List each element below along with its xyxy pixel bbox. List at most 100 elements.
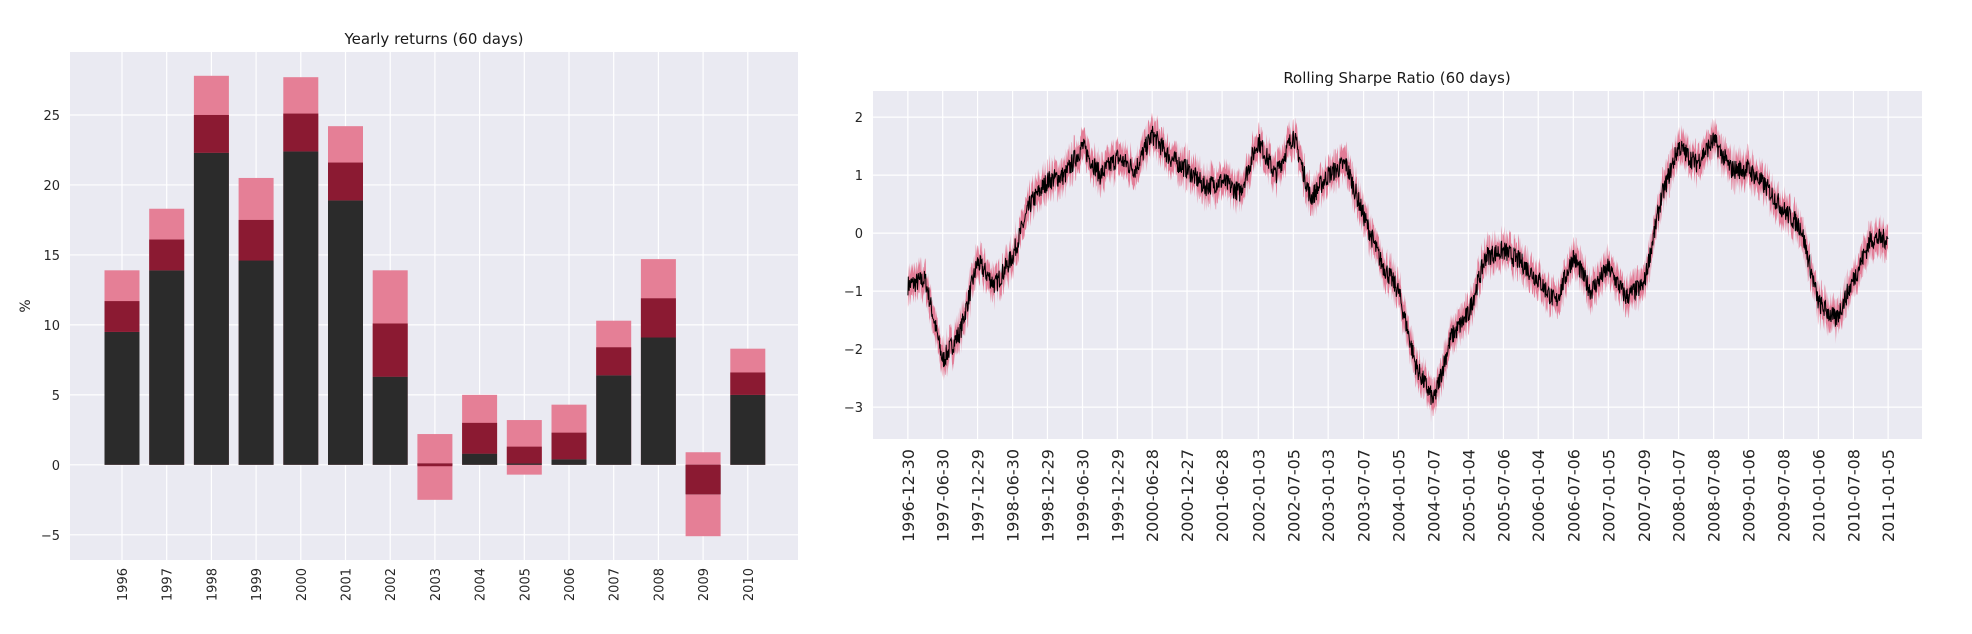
bar-inner-band-2002 — [372, 323, 408, 377]
x-tick-label: 1998-06-30 — [1004, 449, 1023, 542]
bar-inner-band-2008 — [640, 298, 676, 338]
bar-inner-band-1996 — [104, 301, 140, 332]
bar-inner-band-2009 — [685, 464, 721, 495]
sharpe-confidence-band — [907, 112, 1889, 423]
y-tick-label: −3 — [844, 401, 863, 416]
x-tick-label: 2003 — [429, 568, 444, 601]
y-tick-label: −2 — [844, 343, 863, 358]
bar-inner-band-2006 — [551, 432, 587, 460]
x-tick-label: 1997-12-29 — [969, 449, 988, 542]
sharpe-ratio-line — [907, 125, 1889, 405]
bar-median-1998 — [193, 152, 229, 465]
yearly-returns-x-tick-labels: 1996 1997 1998 1999 2000 2001 2002 2003 2004 2005… — [116, 568, 757, 601]
x-tick-label: 2006 — [563, 568, 578, 601]
x-tick-label: 1996 — [116, 568, 131, 601]
x-tick-label: 2003-01-03 — [1319, 449, 1338, 542]
x-tick-label: 2002 — [384, 568, 399, 601]
x-tick-label: 2001-06-28 — [1213, 449, 1232, 542]
yearly-returns-y-axis-label: % — [18, 299, 34, 312]
bar-inner-band-1997 — [149, 239, 185, 271]
x-tick-label: 2002-01-03 — [1249, 449, 1268, 542]
x-tick-label: 2010 — [742, 568, 757, 601]
bar-inner-band-2000 — [283, 113, 319, 152]
bar-inner-band-1999 — [238, 219, 274, 261]
x-tick-label: 2000-12-27 — [1178, 449, 1197, 542]
x-tick-label: 2002-07-05 — [1284, 449, 1303, 542]
y-tick-label: 2 — [855, 111, 863, 126]
bar-median-1996 — [104, 331, 140, 465]
y-tick-label: 0 — [52, 459, 60, 474]
bar-median-2007 — [596, 375, 632, 465]
x-tick-label: 2004-01-05 — [1389, 449, 1408, 542]
x-tick-label: 2010-01-06 — [1809, 449, 1828, 542]
rolling-sharpe-plot-area — [873, 91, 1922, 439]
yearly-returns-chart: −5 0 5 10 15 20 25 1996 1997 1998 1999 2000 2001 200… — [18, 30, 798, 601]
x-tick-label: 2003-07-07 — [1355, 449, 1374, 542]
bar-median-2010 — [730, 394, 766, 465]
y-tick-label: 1 — [855, 169, 863, 184]
bar-median-2008 — [640, 337, 676, 465]
bar-median-2000 — [283, 151, 319, 465]
rolling-sharpe-y-tick-labels: −3 −2 −1 0 1 2 — [844, 111, 863, 416]
y-tick-label: 0 — [855, 227, 863, 242]
bar-median-2001 — [328, 200, 363, 465]
x-tick-label: 2008 — [652, 568, 667, 601]
bar-inner-band-2004 — [462, 422, 498, 454]
x-tick-label: 2009 — [697, 568, 712, 601]
x-tick-label: 2009-01-06 — [1740, 449, 1759, 542]
x-tick-label: 2007 — [608, 568, 623, 601]
bar-inner-band-2007 — [596, 347, 632, 376]
x-tick-label: 2001 — [340, 568, 355, 601]
x-tick-label: 2006-07-06 — [1564, 449, 1583, 542]
x-tick-label: 1997 — [161, 568, 176, 601]
x-tick-label: 1998 — [205, 568, 220, 601]
y-tick-label: 20 — [43, 179, 60, 194]
bar-inner-band-2001 — [328, 162, 363, 201]
x-tick-label: 2010-07-08 — [1844, 449, 1863, 542]
x-tick-label: 2005-01-04 — [1459, 449, 1478, 542]
bar-median-2006 — [551, 459, 587, 465]
bar-median-2002 — [372, 376, 408, 465]
x-tick-label: 2007-01-05 — [1599, 449, 1618, 542]
x-tick-label: 2004 — [474, 568, 489, 601]
yearly-returns-title: Yearly returns (60 days) — [344, 30, 524, 48]
rolling-sharpe-x-tick-labels: 1996-12-30 1997-06-30 1997-12-29 1998-06-30… — [899, 449, 1898, 542]
bar-median-2005 — [506, 463, 542, 465]
rolling-sharpe-chart: −3 −2 −1 0 1 2 1996-12-30 1997-06-30 1997-12-29… — [844, 69, 1922, 542]
bar-median-1997 — [149, 270, 185, 465]
bar-inner-band-1998 — [193, 114, 229, 153]
rolling-sharpe-series — [907, 112, 1889, 423]
yearly-returns-bars — [104, 75, 766, 537]
y-tick-label: 15 — [43, 249, 60, 264]
x-tick-label: 2009-07-08 — [1775, 449, 1794, 542]
x-tick-label: 1997-06-30 — [934, 449, 953, 542]
y-tick-label: 10 — [43, 319, 60, 334]
x-tick-label: 2011-01-05 — [1879, 449, 1898, 542]
y-tick-label: 5 — [52, 389, 60, 404]
x-tick-label: 2008-07-08 — [1705, 449, 1724, 542]
x-tick-label: 1999-12-29 — [1108, 449, 1127, 542]
y-tick-label: −5 — [41, 529, 60, 544]
bar-median-2004 — [462, 453, 498, 465]
x-tick-label: 2005 — [518, 568, 533, 601]
x-tick-label: 2008-01-07 — [1670, 449, 1689, 542]
x-tick-label: 1996-12-30 — [899, 449, 918, 542]
bar-inner-band-2003 — [417, 463, 453, 467]
rolling-sharpe-title: Rolling Sharpe Ratio (60 days) — [1283, 69, 1510, 87]
bar-median-1999 — [238, 260, 274, 465]
x-tick-label: 1998-12-29 — [1038, 449, 1057, 542]
x-tick-label: 2007-07-09 — [1635, 449, 1654, 542]
x-tick-label: 1999 — [250, 568, 265, 601]
bar-inner-band-2010 — [730, 372, 766, 395]
y-tick-label: 25 — [43, 109, 60, 124]
x-tick-label: 2000-06-28 — [1143, 449, 1162, 542]
x-tick-label: 2006-01-04 — [1529, 449, 1548, 542]
bar-inner-band-2005 — [506, 446, 542, 464]
yearly-returns-y-tick-labels: −5 0 5 10 15 20 25 — [41, 109, 60, 544]
y-tick-label: −1 — [844, 285, 863, 300]
bar-outer-band-2003 — [417, 434, 453, 500]
x-tick-label: 1999-06-30 — [1073, 449, 1092, 542]
x-tick-label: 2000 — [295, 568, 310, 601]
x-tick-label: 2005-07-06 — [1494, 449, 1513, 542]
